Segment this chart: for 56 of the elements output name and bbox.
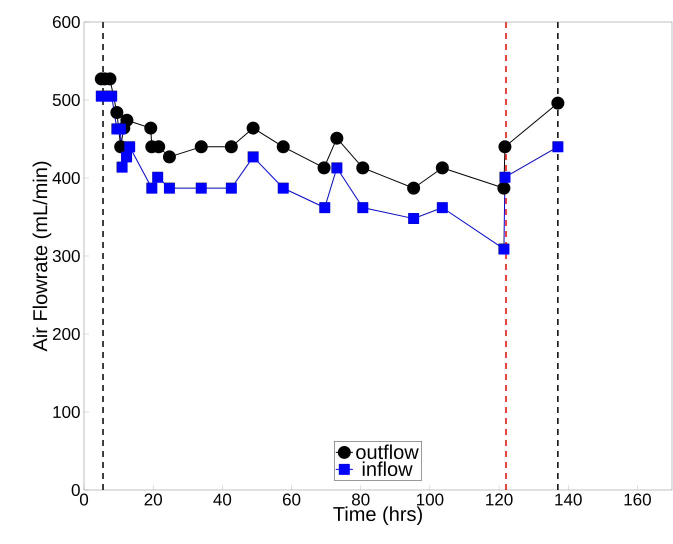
point xyxy=(146,182,158,194)
point xyxy=(226,182,237,194)
point xyxy=(246,122,260,135)
x-tick-label: 100 xyxy=(417,494,444,506)
point xyxy=(319,202,330,214)
point xyxy=(498,140,512,154)
point xyxy=(164,182,175,194)
point xyxy=(498,243,510,254)
y-tick-label: 200 xyxy=(52,328,80,340)
point xyxy=(552,141,564,152)
point xyxy=(106,90,118,102)
x-tick-label: 40 xyxy=(213,494,232,506)
x-tick-label: 80 xyxy=(352,494,370,506)
x-axis-title: Time (hrs) xyxy=(333,506,422,526)
point xyxy=(144,122,158,135)
point xyxy=(356,161,370,174)
point xyxy=(124,141,136,152)
point xyxy=(110,106,124,119)
y-tick-label: 100 xyxy=(53,406,80,418)
point xyxy=(551,96,564,110)
x-tick-label: 60 xyxy=(282,494,300,506)
y-tick-label: 400 xyxy=(52,172,80,184)
y-tick-label: 500 xyxy=(52,94,80,106)
point xyxy=(278,182,289,194)
point xyxy=(152,172,164,183)
point xyxy=(436,161,449,174)
point xyxy=(194,140,208,154)
y-tick-label: 0 xyxy=(72,484,80,496)
x-tick-label: 120 xyxy=(486,494,513,506)
point xyxy=(114,123,126,134)
point xyxy=(121,151,132,162)
y-tick-label: 300 xyxy=(52,250,80,262)
point xyxy=(196,182,207,194)
x-tick-label: 160 xyxy=(624,494,651,506)
x-tick-label: 20 xyxy=(144,494,162,506)
point xyxy=(407,182,420,195)
point xyxy=(120,114,134,127)
point xyxy=(276,140,290,154)
legend-label: inflow xyxy=(362,461,413,476)
legend-label: outflow xyxy=(356,444,419,460)
point xyxy=(497,182,510,195)
x-tick-label: 140 xyxy=(555,494,582,506)
point xyxy=(224,140,238,154)
point xyxy=(162,150,176,164)
point xyxy=(408,213,420,224)
point xyxy=(318,161,331,174)
y-axis-title: Air Flowrate (mL/min) xyxy=(32,162,52,352)
point xyxy=(248,151,259,162)
x-tick-label: 0 xyxy=(80,494,88,506)
y-tick-label: 600 xyxy=(52,16,80,28)
point xyxy=(116,162,128,173)
point xyxy=(357,202,368,214)
point xyxy=(499,172,510,183)
point xyxy=(436,202,448,214)
point xyxy=(330,132,344,145)
point xyxy=(331,162,342,174)
